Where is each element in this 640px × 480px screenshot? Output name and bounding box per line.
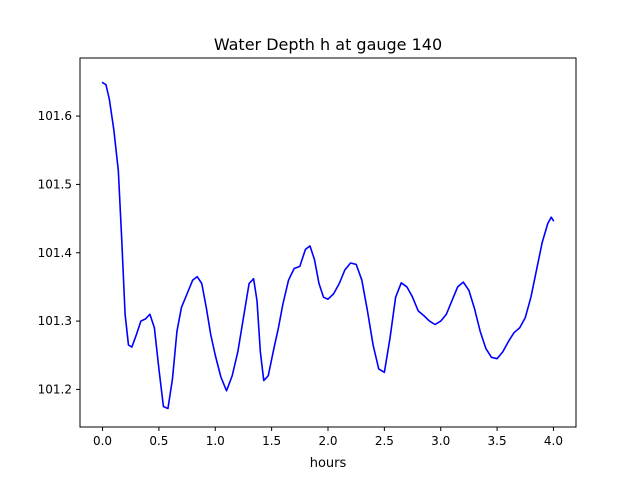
y-axis-ticks: 101.2 101.3 101.4 101.5 101.6 (38, 109, 80, 396)
chart-title: Water Depth h at gauge 140 (214, 35, 442, 54)
y-tick-label: 101.5 (38, 177, 72, 191)
x-tick-label: 2.5 (375, 434, 394, 448)
x-tick-label: 0.0 (93, 434, 112, 448)
y-tick-label: 101.2 (38, 382, 72, 396)
x-tick-label: 4.0 (544, 434, 563, 448)
y-tick-label: 101.4 (38, 246, 72, 260)
plot-frame (79, 57, 577, 428)
x-axis-label: hours (310, 456, 347, 471)
series-line (101, 81, 555, 410)
x-tick-label: 0.5 (149, 434, 168, 448)
x-axis-ticks: 0.0 0.5 1.0 1.5 2.0 2.5 3.0 3.5 4.0 (93, 427, 563, 448)
x-tick-label: 1.0 (206, 434, 225, 448)
y-tick-label: 101.6 (38, 109, 72, 123)
x-tick-label: 1.5 (262, 434, 281, 448)
x-tick-label: 3.0 (431, 434, 450, 448)
y-tick-label: 101.3 (38, 314, 72, 328)
x-tick-label: 2.0 (318, 434, 337, 448)
x-tick-label: 3.5 (488, 434, 507, 448)
